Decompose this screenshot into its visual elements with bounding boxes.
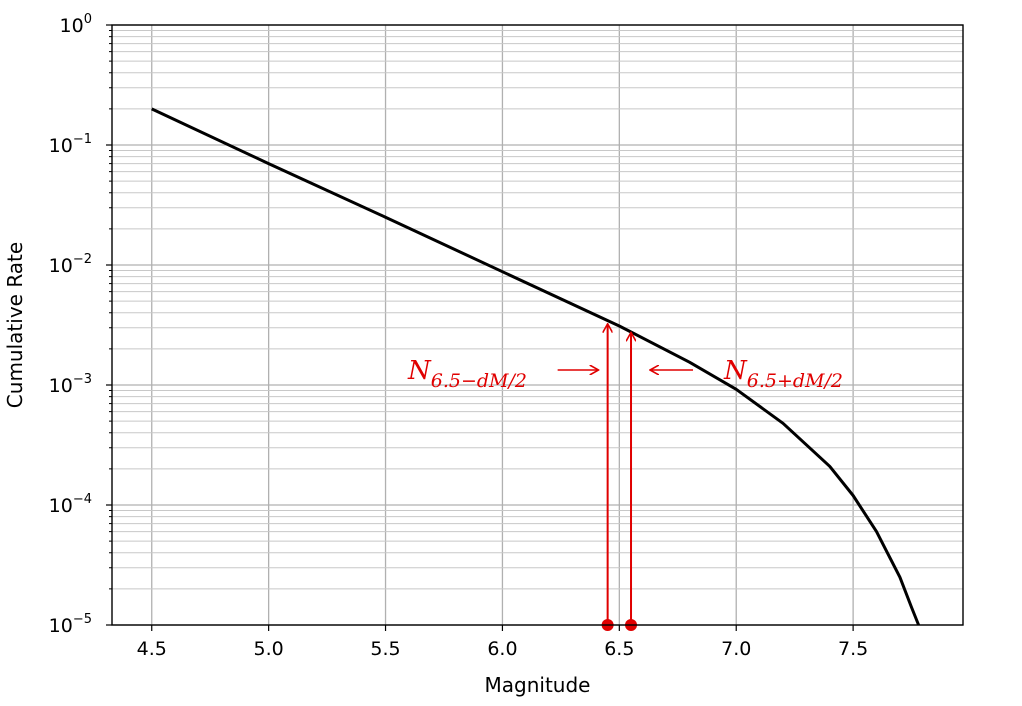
y-tick-label: 10−3 [49,372,92,397]
y-tick-label: 10−5 [49,612,92,637]
x-tick-label: 4.5 [137,638,167,660]
y-tick-exponent: −5 [73,612,92,627]
y-tick-base: 10 [49,495,73,517]
y-tick-label: 100 [60,12,92,37]
y-tick-label: 10−1 [49,132,92,157]
y-tick-exponent: −1 [73,132,92,147]
y-tick-label: 10−2 [49,252,92,277]
annotation-label: N6.5−dM/2 [407,356,527,392]
y-tick-label: 10−4 [49,492,92,517]
annotation-subscript: 6.5+dM/2 [747,370,843,392]
x-tick-label: 7.0 [721,638,751,660]
y-tick-base: 10 [49,375,73,397]
annotation-subscript: 6.5−dM/2 [431,370,527,392]
plot-frame [111,24,964,626]
y-tick-base: 10 [49,135,73,157]
x-tick-label: 5.5 [370,638,400,660]
grid [112,24,963,626]
y-tick-exponent: −2 [73,252,92,267]
annotation-base: N [723,356,748,386]
y-tick-exponent: −4 [73,492,92,507]
x-tick-label: 7.5 [838,638,868,660]
y-tick-base: 10 [49,615,73,637]
x-tick-label: 5.0 [254,638,284,660]
ticks-group: 4.5 5.0 5.5 6.0 6.5 7.0 7.510010−110−210−310−4… [49,12,869,660]
x-tick-label: 6.0 [487,638,517,660]
y-tick-exponent: 0 [84,12,92,27]
annotations-group: N6.5−dM/2 N6.5+dM/2 [407,325,843,631]
y-axis-label: Cumulative Rate [3,242,27,408]
annotation-label: N6.5+dM/2 [723,356,843,392]
x-axis-label: Magnitude [485,673,591,697]
series-line [151,107,920,626]
y-tick-base: 10 [49,255,73,277]
annotation-base: N [407,356,432,386]
x-tick-label: 6.5 [604,638,634,660]
y-tick-base: 10 [60,15,84,37]
y-tick-exponent: −3 [73,372,92,387]
series-group [151,107,920,626]
